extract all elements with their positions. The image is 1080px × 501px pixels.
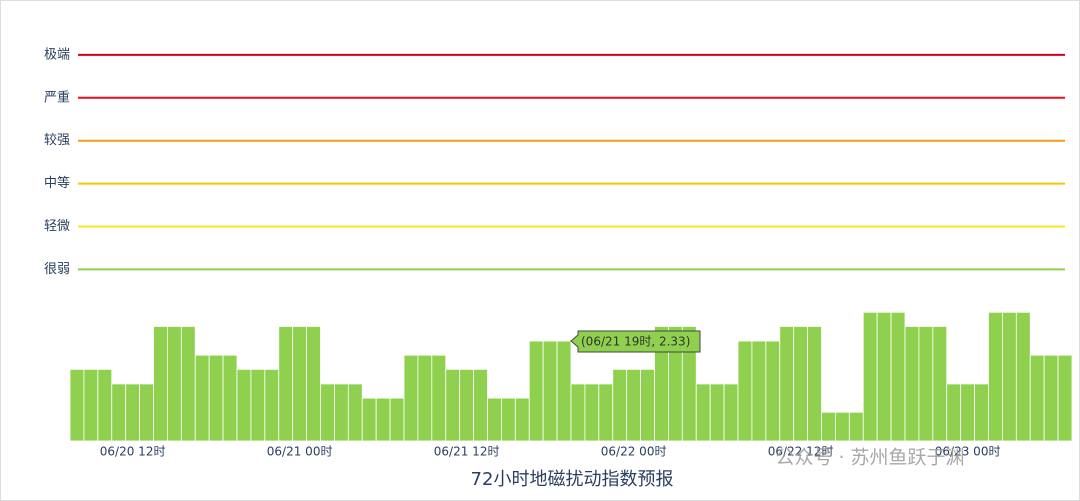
bar <box>890 311 906 442</box>
watermark: 公众号 · 苏州鱼跃于渊 <box>775 447 964 469</box>
chart-title: 72小时地磁扰动指数预报 <box>471 469 674 490</box>
bar <box>125 383 140 442</box>
bar <box>709 383 725 442</box>
bar <box>417 354 433 442</box>
bar <box>807 326 822 442</box>
bar <box>222 354 238 442</box>
bar <box>1029 354 1045 442</box>
x-tick-label: 06/20 12时 <box>100 445 166 459</box>
bar <box>194 354 210 442</box>
bar <box>695 383 711 442</box>
bar <box>876 311 892 442</box>
bar <box>960 383 975 442</box>
tooltip-box <box>570 330 701 353</box>
bar <box>1057 354 1073 442</box>
y-tick-label: 中等 <box>44 175 70 191</box>
bar <box>389 397 405 442</box>
bar <box>821 411 836 442</box>
bar <box>626 368 641 442</box>
bar <box>250 368 266 442</box>
bar <box>918 326 934 442</box>
bar <box>459 368 474 442</box>
tooltip-text: (06/21 19时, 2.33) <box>581 335 690 349</box>
bar <box>97 368 113 442</box>
bar <box>556 340 572 442</box>
bar <box>904 326 920 442</box>
bar <box>612 368 628 442</box>
x-tick-label: 06/21 00时 <box>267 445 333 459</box>
x-tick-label: 06/22 12时 <box>768 445 834 459</box>
tooltip: (06/21 19时, 2.33) <box>570 330 701 353</box>
bar <box>180 326 196 442</box>
bar <box>83 368 99 442</box>
bar <box>375 397 391 442</box>
bar <box>139 383 154 442</box>
x-tick-label: 06/22 00时 <box>601 445 667 459</box>
bar <box>835 411 850 442</box>
bar <box>988 311 1003 442</box>
y-tick-label: 很弱 <box>44 262 70 277</box>
bar <box>570 383 586 442</box>
bar <box>598 383 614 442</box>
bar <box>751 340 767 442</box>
y-tick-label: 轻微 <box>44 219 70 234</box>
bar <box>334 383 349 442</box>
bar <box>542 340 558 442</box>
bar <box>737 340 753 442</box>
bar <box>403 354 419 442</box>
bar <box>431 354 447 442</box>
plot: 06/20 12时 06/21 00时 06/21 12时 06/22 00时 06/2… <box>44 47 1073 459</box>
bar <box>514 397 530 442</box>
bar <box>236 368 252 442</box>
bar <box>793 326 808 442</box>
bar <box>1015 311 1031 442</box>
bar <box>69 368 85 442</box>
y-tick-label: 较强 <box>44 133 70 148</box>
bar <box>153 326 168 442</box>
bar <box>779 326 795 442</box>
bar <box>292 326 307 442</box>
y-tick-label: 极端 <box>44 47 70 62</box>
bar <box>445 368 461 442</box>
x-tick-label: 06/21 12时 <box>434 445 500 459</box>
bar <box>1043 354 1059 442</box>
bar <box>932 326 948 442</box>
bar <box>848 411 864 442</box>
bar <box>487 397 502 442</box>
bar <box>723 383 739 442</box>
y-tick-label: 严重 <box>44 89 70 105</box>
bar <box>111 383 127 442</box>
bar <box>306 326 321 442</box>
bar <box>584 383 600 442</box>
x-tick-label: 06/23 00时 <box>935 445 1001 459</box>
bar <box>347 383 363 442</box>
bar <box>167 326 182 442</box>
bar <box>640 368 655 442</box>
bar <box>473 368 488 442</box>
bar <box>974 383 989 442</box>
bar <box>862 311 878 442</box>
bar <box>1002 311 1017 442</box>
bar <box>361 397 377 442</box>
bar <box>264 368 280 442</box>
bar <box>208 354 224 442</box>
bar <box>528 340 544 442</box>
bar <box>765 340 781 442</box>
bar <box>278 326 294 442</box>
bar <box>501 397 516 442</box>
bar <box>320 383 335 442</box>
bar <box>946 383 962 442</box>
